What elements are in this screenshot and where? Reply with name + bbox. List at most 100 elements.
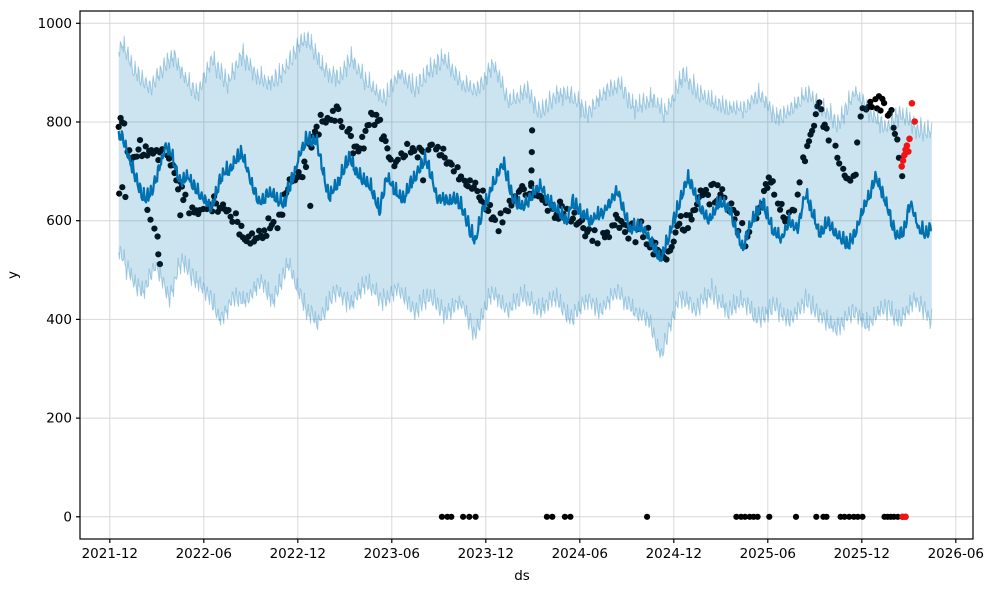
- actual-point: [794, 191, 801, 198]
- x-tick-label: 2023-12: [458, 546, 514, 562]
- actual-point: [256, 227, 263, 234]
- actual-point: [219, 201, 227, 208]
- actual-point: [377, 116, 384, 123]
- actual-point: [594, 240, 601, 247]
- plot-content: 2021-12 2022-06 2022-12 2023-06 2023-12 2024-…: [38, 10, 984, 562]
- actual-point: [684, 225, 692, 232]
- actual-point: [186, 210, 193, 217]
- actual-point: [133, 153, 140, 160]
- actual-point: [121, 120, 128, 127]
- actual-point: [857, 113, 864, 120]
- y-tick-label: 1000: [38, 16, 72, 32]
- actual-point: [811, 122, 818, 129]
- actual-point: [441, 154, 448, 161]
- actual-point: [847, 177, 854, 184]
- actual-point: [261, 227, 268, 234]
- actual-point: [295, 169, 302, 176]
- actual-point: [373, 111, 380, 118]
- actual-point: [457, 173, 465, 180]
- actual-point: [894, 136, 901, 143]
- actual-point: [505, 208, 512, 215]
- actual-zero-point: [754, 513, 761, 520]
- actual-point: [411, 147, 418, 154]
- actual-point: [589, 237, 596, 244]
- tick-labels: 2021-12 2022-06 2022-12 2023-06 2023-12 2024-…: [38, 16, 984, 562]
- actual-zero-point: [859, 513, 866, 520]
- actual-point: [529, 127, 536, 134]
- actual-point: [611, 222, 618, 229]
- actual-point: [877, 107, 884, 114]
- actual-point: [362, 127, 369, 134]
- actual-point: [491, 216, 499, 223]
- actual-point: [520, 186, 528, 193]
- actual-point: [485, 207, 492, 214]
- x-tick-label: 2023-06: [364, 546, 420, 562]
- actual-point: [394, 156, 401, 163]
- actual-point: [881, 100, 888, 107]
- actual-point: [832, 142, 839, 149]
- x-axis-label: ds: [514, 568, 530, 584]
- actual-point: [329, 107, 336, 114]
- actual-point: [796, 179, 803, 186]
- actual-zero-point: [460, 513, 467, 520]
- actual-point: [804, 142, 811, 150]
- actual-point: [359, 133, 366, 140]
- actual-point: [765, 174, 772, 181]
- actual-point: [440, 145, 447, 152]
- actual-point: [688, 216, 695, 223]
- actual-point: [670, 238, 677, 245]
- actual-point: [151, 225, 158, 232]
- actual-point: [154, 233, 161, 240]
- actual-point: [580, 225, 587, 232]
- actual-point: [428, 141, 435, 148]
- actual-point: [791, 207, 798, 214]
- anomaly-point: [903, 142, 911, 149]
- actual-point: [144, 206, 151, 213]
- actual-point: [663, 256, 670, 263]
- actual-point: [122, 193, 129, 201]
- actual-point: [591, 227, 598, 234]
- actual-point: [126, 147, 133, 154]
- axes: [76, 10, 974, 543]
- actual-point: [177, 212, 184, 219]
- actual-point: [672, 229, 679, 236]
- actual-point: [116, 190, 123, 197]
- actual-point: [307, 202, 314, 209]
- x-tick-label: 2022-12: [270, 546, 326, 562]
- actual-point: [365, 121, 373, 129]
- actual-point: [238, 222, 245, 229]
- actual-point: [142, 143, 149, 150]
- x-tick-label: 2025-06: [740, 546, 796, 562]
- actual-point: [499, 219, 506, 226]
- actual-point: [868, 104, 876, 111]
- anomaly-point: [899, 157, 907, 164]
- actual-point: [891, 130, 899, 137]
- actual-point: [625, 235, 632, 242]
- x-tick-label: 2024-06: [552, 546, 608, 562]
- actual-point: [706, 201, 713, 208]
- actual-point: [479, 187, 486, 194]
- actual-point: [852, 171, 859, 178]
- actual-point: [414, 154, 421, 161]
- actual-point: [270, 218, 277, 226]
- actual-point: [136, 137, 144, 144]
- actual-point: [702, 186, 710, 194]
- actual-zero-point: [466, 513, 473, 520]
- actual-zero-point: [543, 513, 551, 520]
- actual-zero-point: [894, 513, 901, 520]
- actual-point: [728, 200, 735, 207]
- actual-point: [585, 226, 593, 233]
- actual-point: [338, 123, 346, 131]
- actual-zero-point: [823, 513, 830, 520]
- actual-zero-point: [733, 513, 740, 520]
- actual-point: [616, 224, 623, 231]
- actual-point: [155, 251, 162, 258]
- actual-point: [274, 225, 281, 232]
- actual-point: [528, 149, 535, 156]
- actual-point: [420, 177, 427, 184]
- y-axis-label: y: [5, 271, 21, 279]
- actual-point: [692, 206, 699, 213]
- actual-point: [119, 184, 126, 191]
- actual-point: [604, 229, 611, 236]
